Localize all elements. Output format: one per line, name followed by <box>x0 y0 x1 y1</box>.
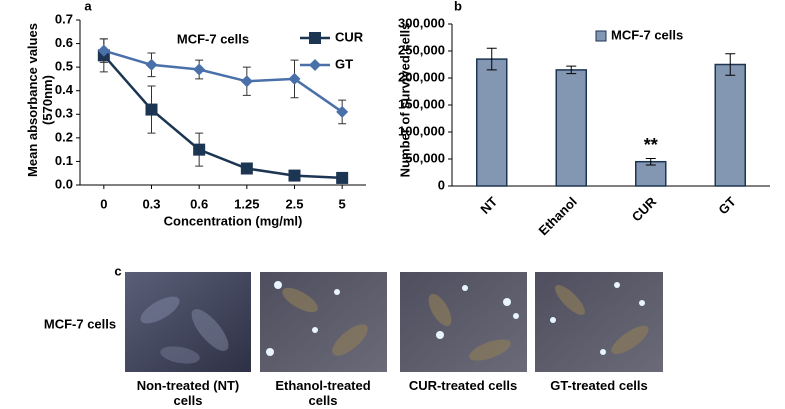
bar <box>714 63 746 187</box>
bar <box>555 69 587 187</box>
image-caption: CUR-treated cells <box>408 378 518 393</box>
marker <box>193 63 206 76</box>
marker <box>240 75 253 88</box>
y-tick-label: 0.3 <box>55 106 73 121</box>
series-line <box>102 54 343 180</box>
marker <box>97 44 110 57</box>
error-bar <box>486 47 497 71</box>
legend-label: GT <box>335 56 353 71</box>
y-tick-label: 100,000 <box>398 123 445 138</box>
legend-label: MCF-7 cells <box>611 27 683 42</box>
chart-title: MCF-7 cells <box>177 31 249 46</box>
error-bar <box>725 53 736 76</box>
marker <box>336 105 349 118</box>
marker <box>193 143 206 156</box>
marker <box>145 103 158 116</box>
panel-letter: c <box>114 263 121 278</box>
y-tick-label: 0.6 <box>55 35 73 50</box>
marker <box>240 162 253 175</box>
y-tick-label: 0.4 <box>55 82 74 97</box>
x-tick-label: 0 <box>100 196 107 211</box>
x-tick-label: NT <box>477 194 500 217</box>
marker <box>336 171 349 184</box>
marker <box>145 58 158 71</box>
error-bar <box>566 65 577 75</box>
marker <box>288 169 301 182</box>
y-tick-label: 150,000 <box>398 96 445 111</box>
row-label: MCF-7 cells <box>44 316 116 331</box>
y-tick-label: 0.1 <box>55 153 73 168</box>
error-bar <box>645 157 656 166</box>
x-tick-label: 0.3 <box>142 196 160 211</box>
y-tick-label: 250,000 <box>398 42 445 57</box>
x-axis-label: Concentration (mg/ml) <box>164 213 303 228</box>
x-tick-label: Ethanol <box>535 194 579 238</box>
y-tick-label: 200,000 <box>398 69 445 84</box>
x-tick-label: CUR <box>629 194 660 225</box>
bar <box>476 58 508 187</box>
y-axis-label: Mean absorbance values (570nm) <box>25 23 55 177</box>
panel-letter: b <box>454 0 462 13</box>
image-caption: GT-treated cells <box>550 378 648 393</box>
image-ethanol <box>260 272 387 372</box>
series-line <box>103 49 343 113</box>
x-tick-label: 1.25 <box>234 196 259 211</box>
legend-label: CUR <box>335 29 364 44</box>
y-tick-label: 0.2 <box>55 129 73 144</box>
micrographs <box>125 272 663 372</box>
legend-marker <box>309 59 321 71</box>
y-tick-label: 0 <box>438 177 445 192</box>
x-tick-label: 2.5 <box>285 196 303 211</box>
x-tick-label: 5 <box>339 196 346 211</box>
x-tick-label: GT <box>715 194 738 217</box>
bar <box>635 160 667 187</box>
y-tick-label: 0.5 <box>55 59 73 74</box>
y-tick-label: 0.0 <box>55 176 73 191</box>
y-tick-label: 300,000 <box>398 15 445 30</box>
legend-marker <box>309 32 321 44</box>
y-tick-label: 0.7 <box>55 11 73 26</box>
annotation: ** <box>644 135 658 155</box>
image-caption: Non-treated (NT) cells <box>136 378 240 408</box>
x-tick-label: 0.6 <box>190 196 208 211</box>
marker <box>288 72 301 85</box>
image-caption: Ethanol-treated cells <box>275 378 371 408</box>
panel-letter: a <box>84 0 92 13</box>
y-tick-label: 50,000 <box>405 150 445 165</box>
y-axis-label: Number of survived cells <box>397 22 413 178</box>
legend-swatch <box>595 30 607 42</box>
